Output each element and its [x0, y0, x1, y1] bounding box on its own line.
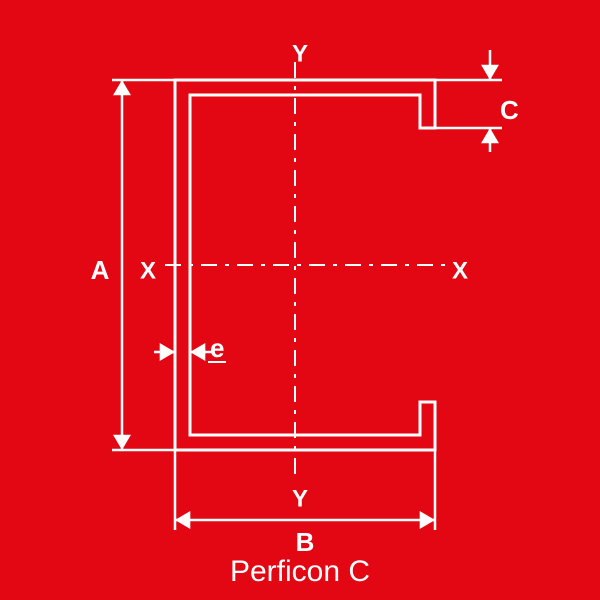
svg-text:B: B	[296, 527, 315, 557]
svg-text:Y: Y	[292, 40, 308, 67]
svg-text:A: A	[91, 255, 110, 285]
svg-text:X: X	[452, 257, 468, 284]
svg-text:C: C	[500, 95, 519, 125]
svg-text:X: X	[140, 257, 156, 284]
svg-text:e: e	[210, 333, 224, 363]
svg-text:Y: Y	[292, 485, 308, 512]
cross-section-diagram: Y Y X X A B Ce	[0, 0, 600, 600]
diagram-title: Perficon C	[0, 555, 600, 589]
